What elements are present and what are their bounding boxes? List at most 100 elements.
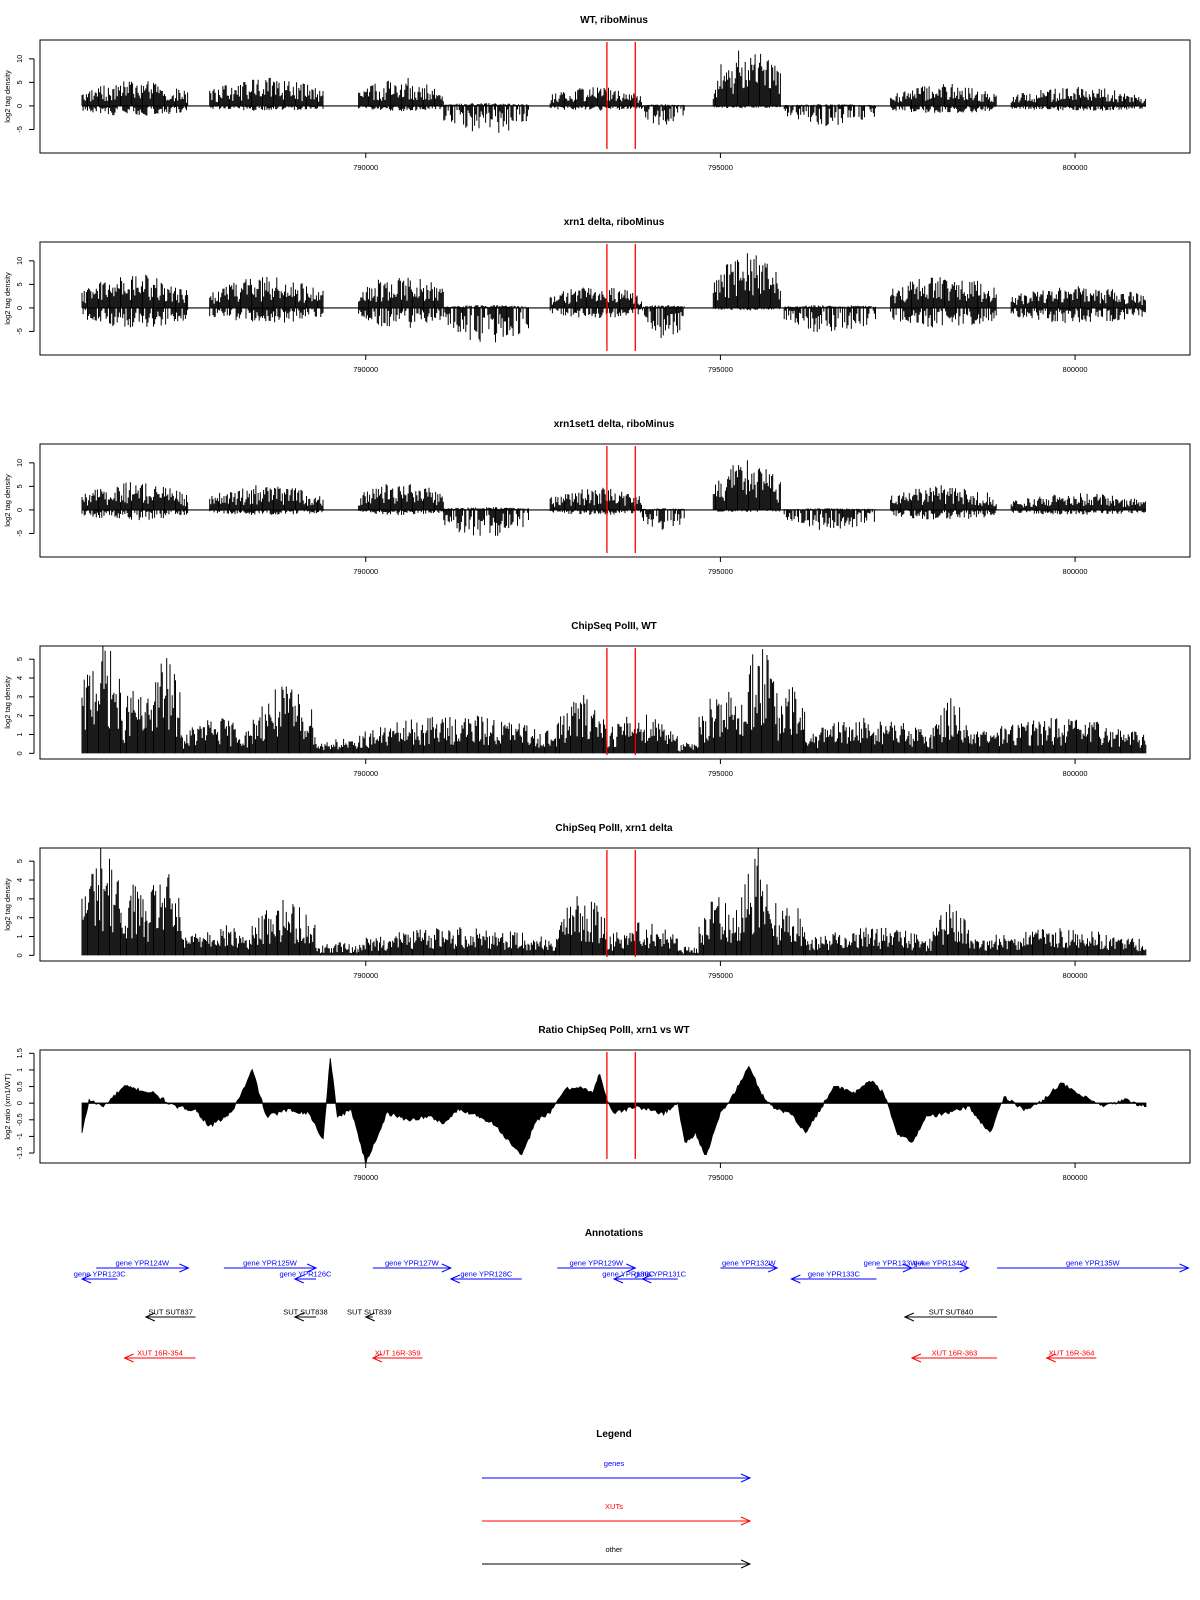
x-tick-label: 795000	[708, 1173, 733, 1182]
y-tick-label: -5	[15, 530, 24, 537]
arrow-right-icon	[179, 1263, 190, 1273]
y-axis-label: log2 tag density	[3, 272, 12, 325]
arrow-right-icon	[626, 1263, 637, 1273]
positive-strand-bars	[81, 460, 1146, 510]
feature-label: gene YPR131C	[634, 1270, 687, 1279]
chart-title: xrn1set1 delta, riboMinus	[554, 419, 675, 430]
y-tick-label: -1.5	[15, 1147, 24, 1160]
x-tick-label: 800000	[1063, 1173, 1088, 1182]
x-tick-label: 800000	[1063, 163, 1088, 172]
arrow-left-icon	[1045, 1353, 1056, 1363]
y-tick-label: 10	[15, 55, 24, 63]
feature-label: gene YPR132W	[722, 1259, 777, 1268]
plot-frame	[39, 241, 1191, 356]
y-tick-label: 0	[15, 306, 24, 310]
arrow-left-icon	[144, 1312, 156, 1322]
y-tick-label: 0	[15, 953, 24, 957]
y-axis: -5 0 5 10	[15, 55, 35, 133]
plot-frame	[39, 645, 1191, 760]
negative-strand-bars	[82, 105, 1146, 133]
y-axis-label: log2 ratio (xrn1/WT)	[3, 1073, 12, 1140]
y-tick-label: 0	[15, 508, 24, 512]
y-tick-label: 0	[15, 104, 24, 108]
x-axis: 790000 795000 800000	[353, 355, 1088, 374]
legend-label: XUTs	[605, 1502, 623, 1511]
chart-data-marks	[81, 1058, 1147, 1163]
chart-panel-6: Ratio ChipSeq PolII, xrn1 vs WT -1.5 -1 -0.…	[3, 1025, 1191, 1182]
arrow-right-icon	[441, 1263, 453, 1273]
feature-label: gene YPR129W	[569, 1259, 624, 1268]
xut-feature: XUT 16R-364	[1045, 1349, 1097, 1363]
legend-item-genes: genes	[482, 1459, 752, 1483]
x-tick-label: 790000	[353, 971, 378, 980]
gene-feature: gene YPR133C	[790, 1270, 877, 1284]
y-axis-label: log2 tag density	[3, 676, 12, 729]
x-axis: 790000 795000 800000	[353, 557, 1088, 576]
positive-strand-bars	[81, 848, 1147, 956]
sut-feature: SUT SUT837	[144, 1308, 196, 1322]
positive-strand-bars	[81, 50, 1146, 106]
legend-label: genes	[604, 1459, 625, 1468]
x-tick-label: 790000	[353, 163, 378, 172]
x-tick-label: 800000	[1063, 365, 1088, 374]
positive-strand-bars	[81, 646, 1147, 754]
y-tick-label: 5	[15, 80, 24, 84]
negative-strand-bars	[81, 509, 1146, 536]
x-tick-label: 790000	[353, 567, 378, 576]
y-axis: -5 0 5 10	[15, 257, 35, 335]
feature-label: XUT 16R-364	[1049, 1349, 1095, 1358]
feature-label: XUT 16R-354	[137, 1349, 183, 1358]
gene-feature: gene YPR128C	[449, 1270, 522, 1284]
chart-title: Ratio ChipSeq PolII, xrn1 vs WT	[538, 1025, 689, 1036]
feature-label: gene YPR135W	[1066, 1259, 1121, 1268]
gene-feature: gene YPR123C	[74, 1270, 126, 1284]
y-tick-label: -5	[15, 328, 24, 335]
feature-label: XUT 16R-363	[932, 1349, 978, 1358]
gene-feature: gene YPR129W	[557, 1259, 637, 1273]
chart-title: xrn1 delta, riboMinus	[564, 217, 665, 228]
x-tick-label: 800000	[1063, 567, 1088, 576]
y-tick-label: -1	[15, 1133, 24, 1140]
y-tick-label: 10	[15, 257, 24, 265]
gene-feature: gene YPR125W	[223, 1259, 318, 1273]
feature-label: SUT SUT840	[929, 1308, 973, 1317]
legend-layer: genes XUTs other	[482, 1459, 752, 1569]
y-tick-label: 4	[15, 676, 24, 680]
gene-feature: gene YPR124W	[96, 1259, 190, 1273]
chart-title: ChipSeq PolII, WT	[571, 621, 657, 632]
feature-label: SUT SUT839	[347, 1308, 391, 1317]
chart-data-marks	[81, 848, 1147, 956]
feature-label: gene YPR128C	[460, 1270, 513, 1279]
feature-label: gene YPR134W	[913, 1259, 968, 1268]
y-tick-label: -0.5	[15, 1113, 24, 1126]
x-tick-label: 800000	[1063, 971, 1088, 980]
arrow-left-icon	[790, 1274, 801, 1284]
chart-data-marks	[81, 253, 1146, 343]
annotations-title: Annotations	[585, 1228, 644, 1239]
xut-feature: XUT 16R-354	[123, 1349, 196, 1363]
plot-frame	[39, 847, 1191, 962]
arrow-right-icon	[959, 1263, 970, 1273]
gene-feature: gene YPR134W	[911, 1259, 970, 1273]
gene-feature: gene YPR127W	[372, 1259, 453, 1273]
sut-feature: SUT SUT840	[903, 1308, 998, 1322]
arrow-left-icon	[80, 1274, 92, 1284]
positive-strand-bars	[81, 253, 1146, 308]
feature-label: gene YPR133W-A	[864, 1259, 925, 1268]
arrow-right-icon	[740, 1473, 752, 1483]
chart-panel-5: ChipSeq PolII, xrn1 delta 0 1 2 3 4 5 log2 tag …	[3, 823, 1191, 980]
gene-feature: gene YPR130C	[602, 1270, 655, 1284]
legend-title: Legend	[596, 1429, 632, 1440]
y-tick-label: 4	[15, 878, 24, 882]
feature-label: gene YPR125W	[243, 1259, 298, 1268]
plot-frame	[39, 39, 1191, 154]
y-axis-label: log2 tag density	[3, 878, 12, 931]
arrow-left-icon	[910, 1353, 922, 1363]
legend-item-xuts: XUTs	[482, 1502, 752, 1526]
arrow-right-icon	[1179, 1263, 1190, 1273]
y-tick-label: 5	[15, 859, 24, 863]
y-tick-label: 0.5	[15, 1081, 24, 1091]
